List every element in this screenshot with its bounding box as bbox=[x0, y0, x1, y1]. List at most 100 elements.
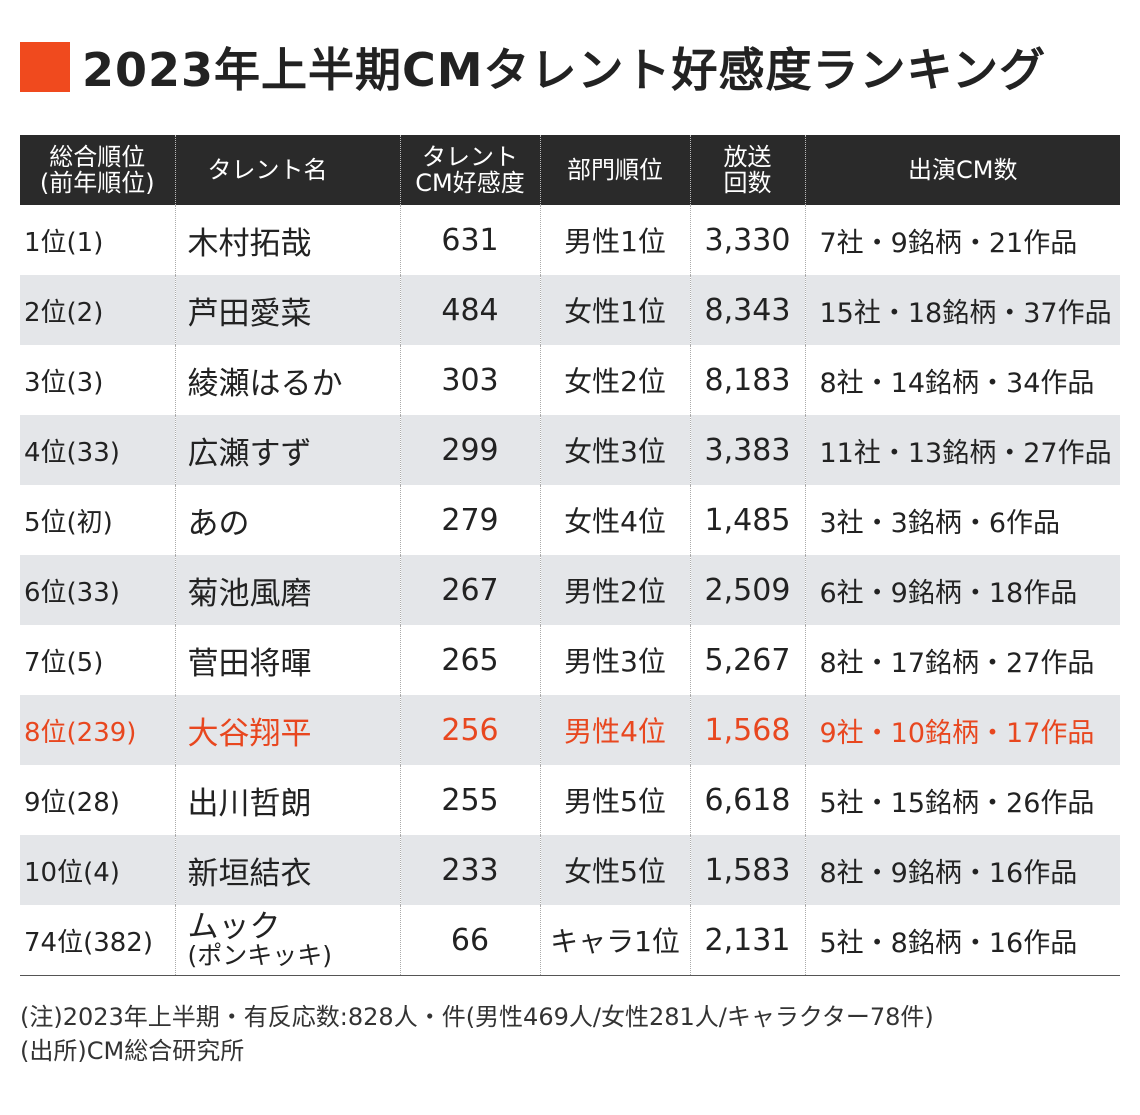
title-square-icon bbox=[20, 42, 70, 92]
rank-cell: 4位(33) bbox=[20, 415, 175, 485]
division-cell: 女性2位 bbox=[539, 345, 690, 415]
rank-cell: 7位(5) bbox=[24, 647, 104, 678]
header-broadcast-count: 放送 回数 bbox=[689, 135, 805, 205]
rank-cell: 10位(4) bbox=[20, 835, 175, 905]
table-row: 2位(2) 芦田愛菜 484 女性1位 8,343 15社・18銘柄・37作品 bbox=[20, 275, 1120, 345]
broadcast-cell: 5,267 bbox=[689, 625, 805, 695]
cm-count-cell: 7社・9銘柄・21作品 bbox=[804, 205, 1120, 275]
rank-cell: 2位(2) bbox=[20, 275, 175, 345]
broadcast-cell: 1,583 bbox=[689, 835, 805, 905]
cm-count-cell: 15社・18銘柄・37作品 bbox=[804, 275, 1120, 345]
broadcast-cell: 2,509 bbox=[689, 555, 805, 625]
rank-cell: 6位(33) bbox=[20, 555, 175, 625]
broadcast-cell: 3,383 bbox=[689, 415, 805, 485]
rank-cell: 8位(239) bbox=[20, 695, 175, 765]
score-cell: 279 bbox=[399, 485, 540, 555]
cm-count-cell: 8社・9銘柄・16作品 bbox=[804, 835, 1120, 905]
talent-name: ムック bbox=[187, 909, 281, 945]
division-cell: 男性4位 bbox=[539, 695, 690, 765]
broadcast-cell: 6,618 bbox=[689, 765, 805, 835]
division-cell: 女性4位 bbox=[539, 485, 690, 555]
header-label: 部門順位 bbox=[567, 156, 663, 184]
header-label: 回数 bbox=[723, 169, 772, 197]
footnotes: (注)2023年上半期・有反応数:828人・件(男性469人/女性281人/キャ… bbox=[20, 1000, 934, 1068]
cm-count-cell: 9社・10銘柄・17作品 bbox=[804, 695, 1120, 765]
header-cm-score: タレント CM好感度 bbox=[399, 135, 540, 205]
name-cell: 芦田愛菜 bbox=[174, 275, 400, 345]
score-cell: 256 bbox=[399, 695, 540, 765]
name-cell: 広瀬すず bbox=[174, 415, 400, 485]
broadcast-cell: 8,343 bbox=[689, 275, 805, 345]
name-cell: 綾瀬はるか bbox=[174, 345, 400, 415]
header-cm-appearances: 出演CM数 bbox=[804, 135, 1120, 205]
score-cell: 66 bbox=[399, 905, 540, 976]
header-label: CM好感度 bbox=[415, 169, 525, 197]
division-cell: 男性3位 bbox=[539, 625, 690, 695]
score-cell: 267 bbox=[399, 555, 540, 625]
table-row: 8位(239) 大谷翔平 256 男性4位 1,568 9社・10銘柄・17作品 bbox=[20, 695, 1120, 765]
cm-count-cell: 8社・14銘柄・34作品 bbox=[804, 345, 1120, 415]
table-row: 5位(初) あの 279 女性4位 1,485 3社・3銘柄・6作品 bbox=[20, 485, 1120, 555]
header-label: 総合順位 bbox=[49, 143, 146, 171]
broadcast-cell: 1,485 bbox=[689, 485, 805, 555]
table-row: 4位(33) 広瀬すず 299 女性3位 3,383 11社・13銘柄・27作品 bbox=[20, 415, 1120, 485]
footnote-source: (出所)CM総合研究所 bbox=[20, 1037, 245, 1065]
division-cell: 女性5位 bbox=[539, 835, 690, 905]
table-row: 3位(3) 綾瀬はるか 303 女性2位 8,183 8社・14銘柄・34作品 bbox=[20, 345, 1120, 415]
title-block: 2023年上半期CMタレント好感度ランキング bbox=[20, 38, 1046, 97]
table-body: 1位(1) 木村拓哉 631 男性1位 3,330 7社・9銘柄・21作品 2位(2) 芦田愛… bbox=[20, 205, 1120, 976]
division-cell: 女性3位 bbox=[539, 415, 690, 485]
header-label: タレント名 bbox=[207, 156, 328, 184]
table-row: 7位(5) 菅田将暉 265 男性3位 5,267 8社・17銘柄・27作品 bbox=[20, 625, 1120, 695]
header-talent-name: タレント名 bbox=[174, 135, 400, 205]
cm-count-cell: 6社・9銘柄・18作品 bbox=[804, 555, 1120, 625]
rank-cell: 3位(3) bbox=[24, 367, 104, 398]
table-header-row: 総合順位 (前年順位) タレント名 タレント CM好感度 部門順位 放送 回数 … bbox=[20, 135, 1120, 205]
table-row: 6位(33) 菊池風磨 267 男性2位 2,509 6社・9銘柄・18作品 bbox=[20, 555, 1120, 625]
score-cell: 255 bbox=[399, 765, 540, 835]
score-cell: 631 bbox=[399, 205, 540, 275]
name-cell: ムック (ポンキッキ) bbox=[174, 905, 400, 976]
broadcast-cell: 2,131 bbox=[689, 905, 805, 976]
division-cell: キャラ1位 bbox=[539, 905, 690, 976]
cm-count-cell: 3社・3銘柄・6作品 bbox=[804, 485, 1120, 555]
broadcast-cell: 8,183 bbox=[689, 345, 805, 415]
name-cell: 菊池風磨 bbox=[174, 555, 400, 625]
rank-cell: 5位(初) bbox=[24, 507, 113, 538]
name-cell: 新垣結衣 bbox=[174, 835, 400, 905]
cm-count-cell: 11社・13銘柄・27作品 bbox=[804, 415, 1120, 485]
broadcast-cell: 3,330 bbox=[689, 205, 805, 275]
rank-cell: 9位(28) bbox=[24, 787, 120, 818]
score-cell: 484 bbox=[399, 275, 540, 345]
name-cell: 出川哲朗 bbox=[174, 765, 400, 835]
score-cell: 265 bbox=[399, 625, 540, 695]
table-row: 1位(1) 木村拓哉 631 男性1位 3,330 7社・9銘柄・21作品 bbox=[20, 205, 1120, 275]
cm-count-cell: 5社・8銘柄・16作品 bbox=[804, 905, 1120, 976]
header-label: 放送 bbox=[723, 143, 772, 171]
header-division-rank: 部門順位 bbox=[539, 135, 690, 205]
name-cell: 菅田将暉 bbox=[174, 625, 400, 695]
cm-count-cell: 8社・17銘柄・27作品 bbox=[804, 625, 1120, 695]
header-label: タレント bbox=[422, 143, 518, 171]
name-cell: あの bbox=[174, 485, 400, 555]
score-cell: 303 bbox=[399, 345, 540, 415]
page-title: 2023年上半期CMタレント好感度ランキング bbox=[82, 43, 1047, 97]
header-label: 出演CM数 bbox=[908, 156, 1018, 184]
rank-cell: 1位(1) bbox=[24, 227, 104, 258]
table-row: 74位(382) ムック (ポンキッキ) 66 キャラ1位 2,131 5社・8銘柄・16作… bbox=[20, 905, 1120, 976]
table-row: 10位(4) 新垣結衣 233 女性5位 1,583 8社・9銘柄・16作品 bbox=[20, 835, 1120, 905]
division-cell: 女性1位 bbox=[539, 275, 690, 345]
broadcast-cell: 1,568 bbox=[689, 695, 805, 765]
cm-count-cell: 5社・15銘柄・26作品 bbox=[804, 765, 1120, 835]
rank-cell: 74位(382) bbox=[20, 905, 175, 976]
division-cell: 男性2位 bbox=[539, 555, 690, 625]
name-cell: 大谷翔平 bbox=[174, 695, 400, 765]
ranking-table: 総合順位 (前年順位) タレント名 タレント CM好感度 部門順位 放送 回数 … bbox=[20, 135, 1120, 976]
score-cell: 299 bbox=[399, 415, 540, 485]
name-cell: 木村拓哉 bbox=[174, 205, 400, 275]
division-cell: 男性5位 bbox=[539, 765, 690, 835]
talent-name-sub: (ポンキッキ) bbox=[187, 941, 333, 970]
score-cell: 233 bbox=[399, 835, 540, 905]
header-label: (前年順位) bbox=[39, 169, 155, 197]
table-row: 9位(28) 出川哲朗 255 男性5位 6,618 5社・15銘柄・26作品 bbox=[20, 765, 1120, 835]
